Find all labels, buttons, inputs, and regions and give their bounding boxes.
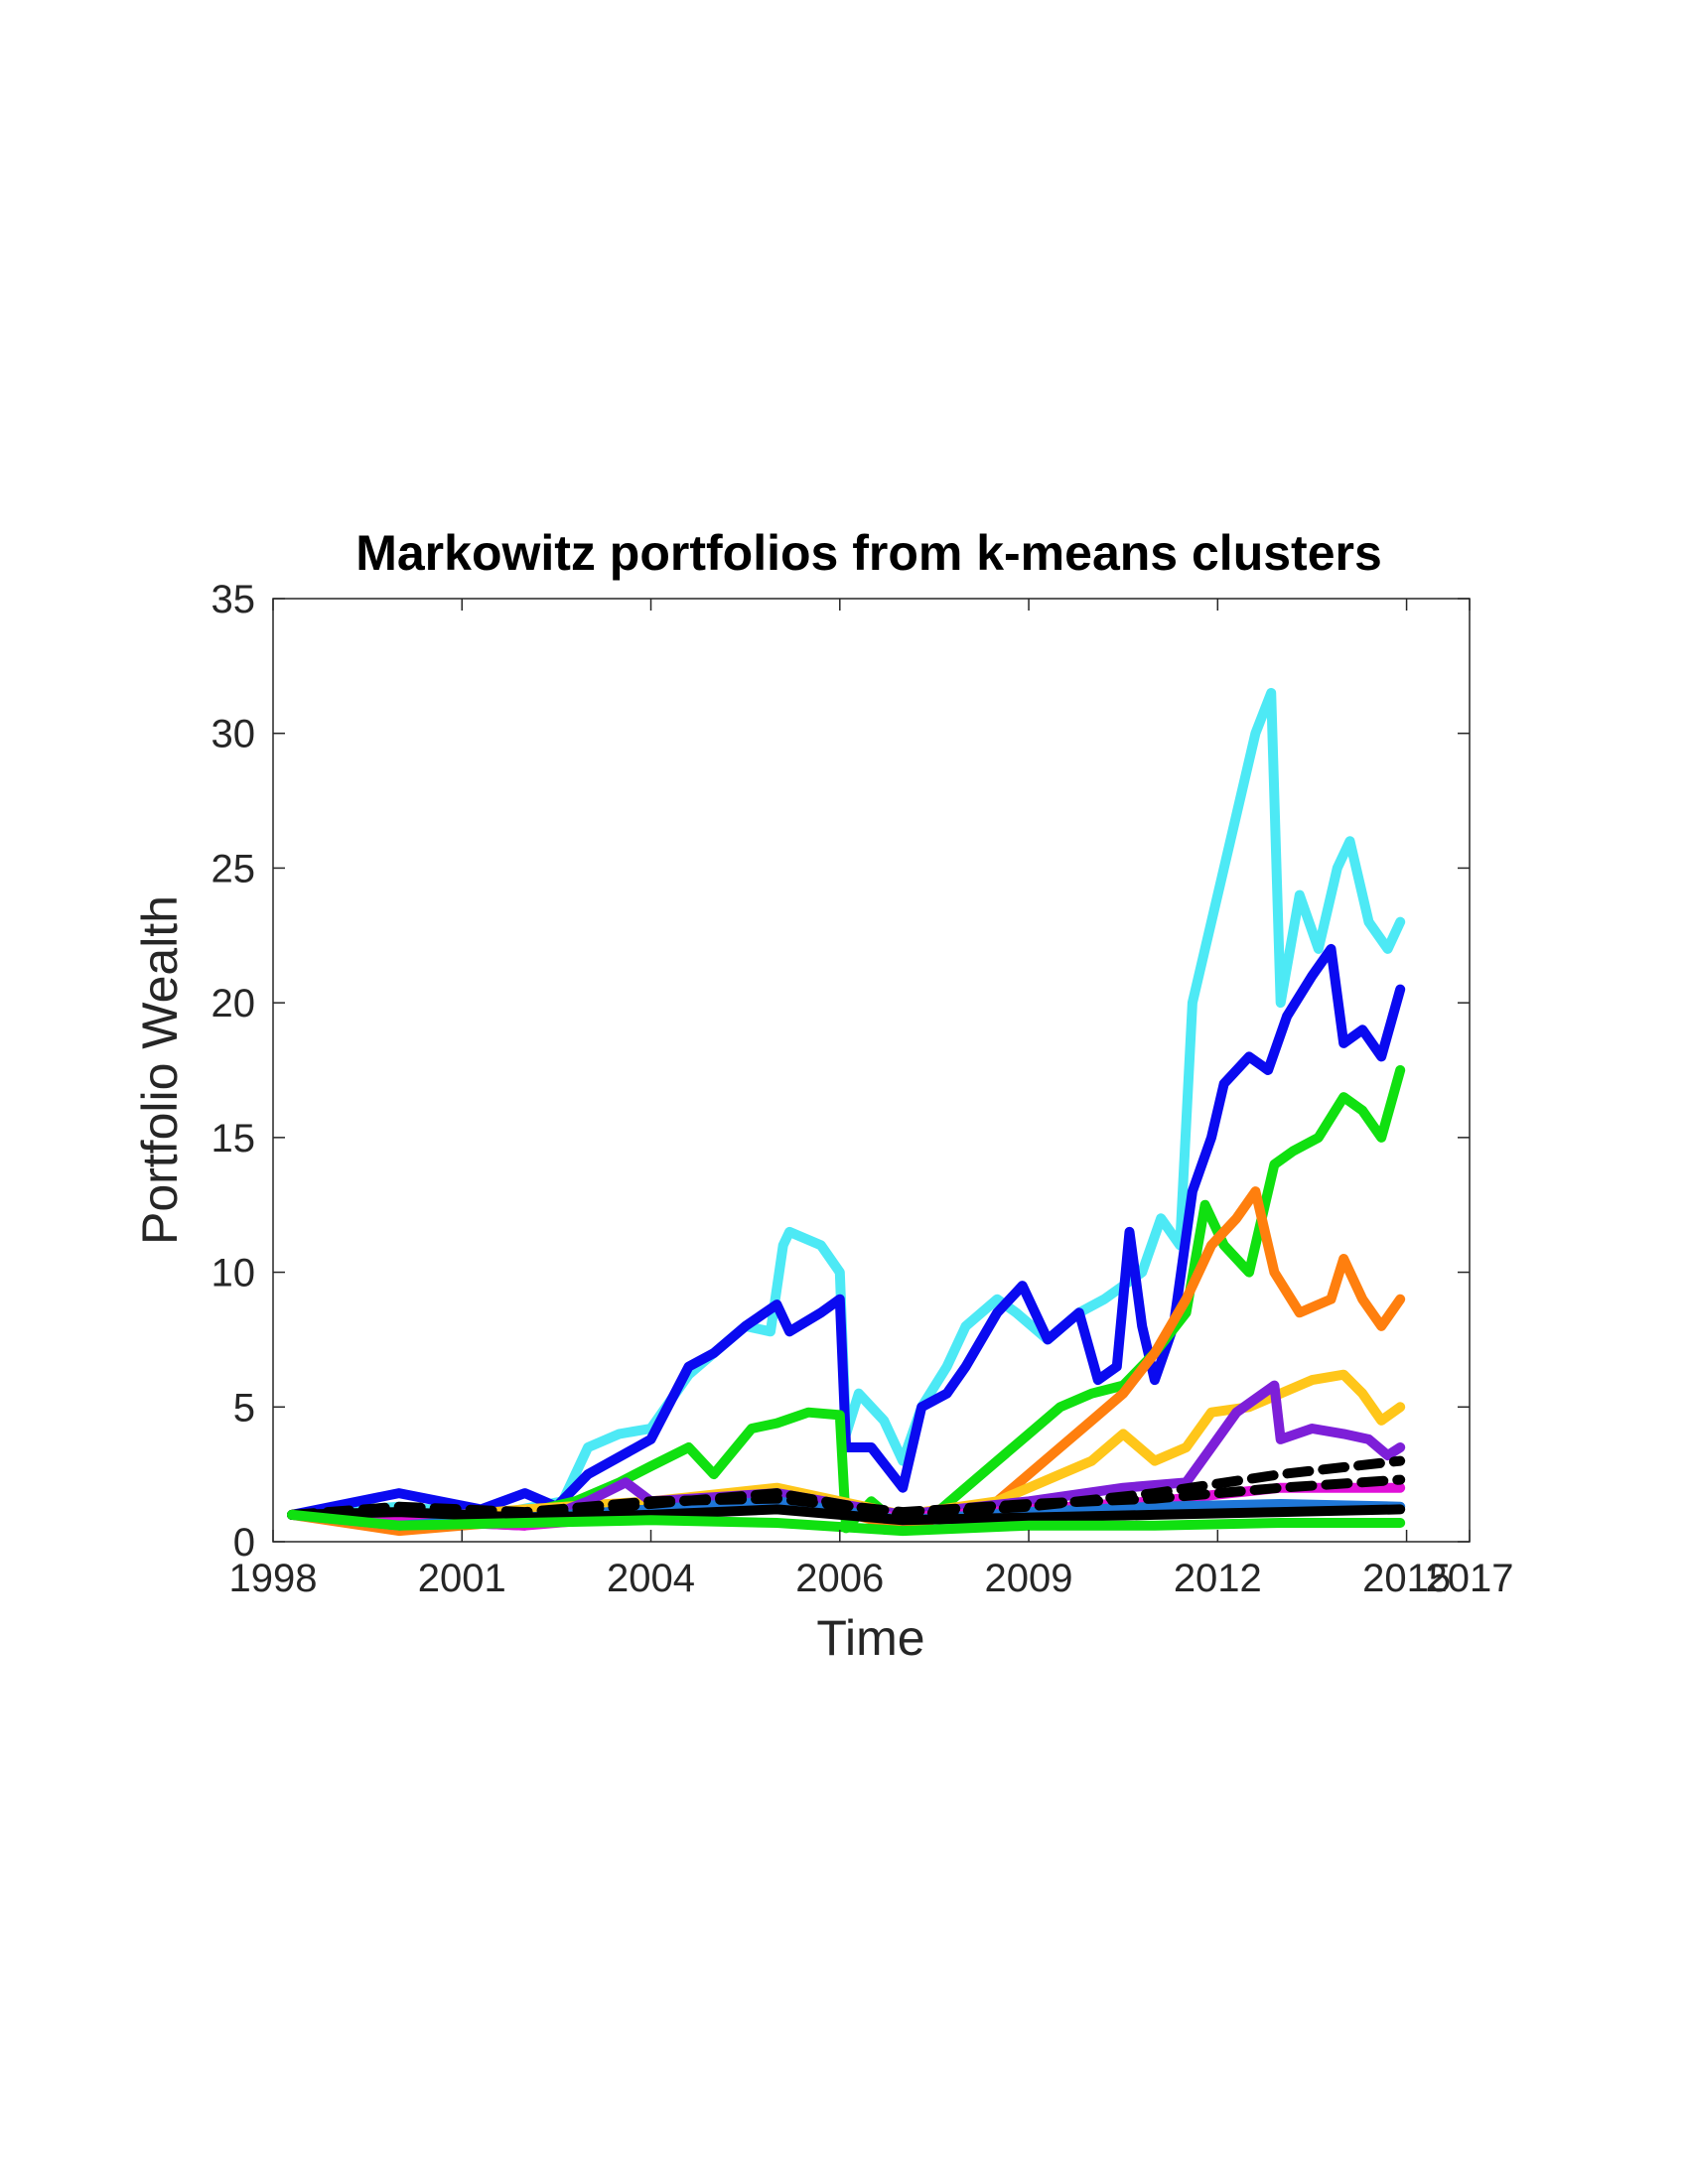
- series-line-10: [287, 1474, 1406, 1520]
- series-line-6: [287, 1380, 1406, 1531]
- series-line-2: [287, 943, 1406, 1520]
- series-line-1: [287, 688, 1406, 1520]
- series-line-12: [287, 1509, 1406, 1537]
- x-axis-label: Time: [816, 1610, 924, 1666]
- x-tick-label: 1998: [229, 1557, 318, 1600]
- y-tick-label: 15: [211, 1117, 256, 1160]
- x-tick-label: 2004: [607, 1557, 695, 1600]
- series-layer: [287, 688, 1406, 1537]
- x-tick-label: 2009: [985, 1557, 1073, 1600]
- series-line-11: [287, 1504, 1406, 1526]
- x-tick-label: 2001: [418, 1557, 506, 1600]
- y-tick-label: 25: [211, 847, 256, 890]
- x-tick-label: 2012: [1174, 1557, 1262, 1600]
- y-tick-label: 0: [233, 1521, 255, 1565]
- y-axis-label: Portfolio Wealth: [132, 895, 188, 1245]
- axes-layer: [272, 598, 1471, 1543]
- y-tick-label: 20: [211, 982, 256, 1025]
- plot-frame: [272, 598, 1471, 1543]
- x-tick-label: 2015: [1362, 1557, 1451, 1600]
- x-tick-label: 2017: [1426, 1557, 1514, 1600]
- x-tick-label: 2006: [795, 1557, 884, 1600]
- y-tick-label: 10: [211, 1252, 256, 1296]
- series-line-3: [287, 1065, 1406, 1534]
- y-tick-label: 5: [233, 1386, 255, 1430]
- y-tick-label: 30: [211, 713, 256, 756]
- y-tick-label: 35: [211, 578, 256, 621]
- chart-title: Markowitz portfolios from k-means cluste…: [355, 525, 1382, 581]
